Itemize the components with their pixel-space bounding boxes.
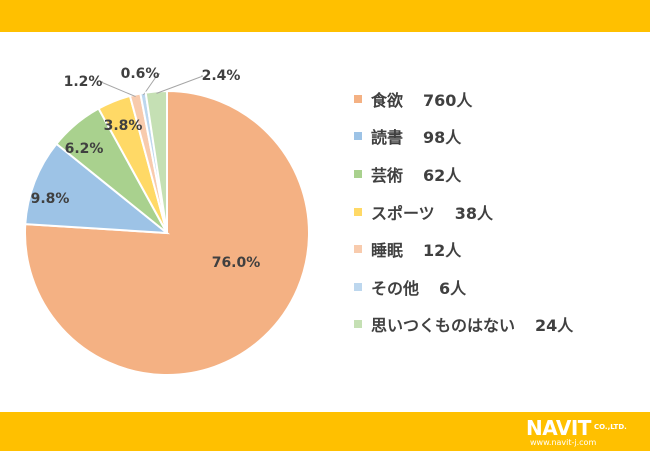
legend-count: 38人 <box>454 203 493 223</box>
logo-brand-text: NAVIT <box>526 416 591 440</box>
leader-line-6 <box>142 73 160 96</box>
data-label-7: 2.4% <box>202 68 241 84</box>
pie-slice-1 <box>24 89 310 376</box>
legend-count: 12人 <box>423 241 462 261</box>
pie-chart: 76.0% 9.8% 6.2%3.8% 1.2% 0.6% 2.4% <box>24 66 310 376</box>
legend-item-6: その他 6人 <box>354 268 573 306</box>
pie-slice-7 <box>144 89 168 234</box>
legend-label: 睡眠 <box>371 241 404 261</box>
legend-item-1: 食欲 760人 <box>354 80 573 118</box>
legend-swatch <box>354 320 362 329</box>
leader-line-7 <box>156 75 204 94</box>
data-label-5: 1.2% <box>64 74 103 90</box>
legend-label: 読書 <box>371 128 404 148</box>
legend-count: 98人 <box>423 128 462 148</box>
legend-swatch <box>354 207 362 216</box>
legend-item-3: 芸術 62人 <box>354 155 573 193</box>
legend-count: 62人 <box>423 165 462 185</box>
top-banner <box>0 0 650 32</box>
legend-swatch <box>354 282 362 291</box>
leader-line-5 <box>100 81 136 98</box>
legend-label: 芸術 <box>371 165 404 185</box>
legend-label: 思いつくものはない <box>371 316 516 336</box>
data-label-2: 9.8% <box>31 191 70 207</box>
bottom-banner <box>0 412 650 451</box>
legend-count: 760人 <box>423 90 473 110</box>
data-label-1: 76.0% <box>212 255 261 271</box>
legend-item-5: 睡眠 12人 <box>354 230 573 268</box>
legend-label: その他 <box>371 278 420 298</box>
legend-count: 24人 <box>535 316 574 336</box>
legend-swatch <box>354 169 362 178</box>
legend-swatch <box>354 245 362 254</box>
legend-swatch <box>354 94 362 103</box>
data-label-3: 6.2% <box>65 141 104 157</box>
legend-swatch <box>354 132 362 141</box>
logo-company-suffix: CO.,LTD. <box>594 423 627 431</box>
company-logo: NAVIT CO.,LTD. www.navit-j.com <box>526 415 646 449</box>
legend-count: 6人 <box>439 278 467 298</box>
data-label-4: 3.8% <box>104 118 143 134</box>
legend-label: スポーツ <box>371 203 435 223</box>
legend-item-2: 読書 98人 <box>354 118 573 156</box>
legend-item-7: 思いつくものはない 24人 <box>354 306 573 344</box>
data-label-6: 0.6% <box>121 66 160 82</box>
legend-item-4: スポーツ 38人 <box>354 193 573 231</box>
pie-slice-2 <box>24 142 171 235</box>
logo-url: www.navit-j.com <box>530 438 597 447</box>
legend-label: 食欲 <box>371 90 404 110</box>
chart-legend: 食欲 760人 読書 98人 芸術 62人スポーツ 38人睡眠 12人 その他 6人思いつくものは… <box>354 80 573 343</box>
